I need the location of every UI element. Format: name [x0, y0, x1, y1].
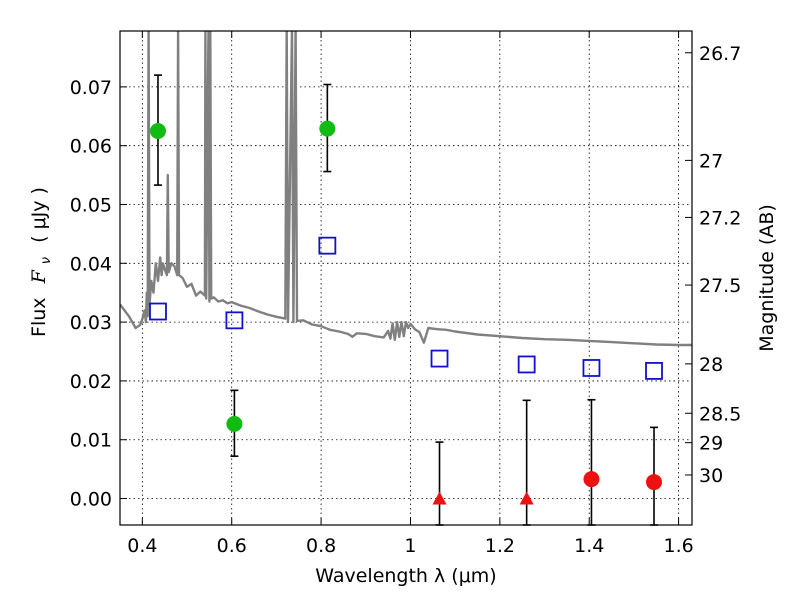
mag-tick-label: 26.7	[699, 43, 741, 65]
y-axis-title: Flux F ν ( μJy )	[28, 187, 55, 337]
right-axis-title: Magnitude (AB)	[756, 204, 778, 352]
x-tick-label: 0.4	[127, 535, 157, 557]
data-point	[319, 120, 336, 137]
data-point	[149, 122, 166, 139]
plot-frame	[119, 30, 693, 526]
upper-limit-point	[519, 491, 534, 505]
x-tick-label: 1	[404, 535, 416, 557]
sed-curve-group	[120, 31, 692, 347]
x-tick-label: 1.6	[663, 535, 693, 557]
model-point	[318, 236, 337, 255]
y-tick-label: 0.02	[70, 371, 112, 393]
model-point	[645, 362, 663, 380]
model-point	[582, 359, 601, 377]
grid	[120, 31, 692, 525]
mag-tick-label: 28	[699, 354, 723, 376]
x-tick-label: 1.4	[574, 535, 604, 557]
mag-tick-label: 27	[699, 150, 723, 172]
mag-tick-label: 30	[699, 465, 723, 487]
data-point	[226, 415, 243, 432]
sed-curve	[120, 31, 692, 347]
marker-group	[149, 120, 663, 505]
tick-group	[120, 31, 692, 525]
x-tick-label: 1.2	[485, 535, 515, 557]
y-axis-title-prefix: Flux	[28, 297, 50, 337]
upper-limit-point	[432, 491, 447, 505]
y-axis-title-unit: ( μJy )	[28, 187, 50, 243]
y-tick-label: 0.06	[70, 136, 112, 158]
model-point	[430, 349, 449, 368]
mag-tick-label: 27.2	[699, 207, 741, 229]
y-axis-title-subscript: ν	[39, 257, 54, 264]
y-tick-label: 0.00	[70, 489, 112, 511]
data-point	[583, 471, 600, 488]
x-tick-label: 0.8	[306, 535, 336, 557]
y-tick-label: 0.04	[70, 253, 112, 275]
y-tick-label: 0.03	[70, 312, 112, 334]
x-axis-title: Wavelength λ (μm)	[315, 565, 496, 587]
mag-tick-label: 28.5	[699, 403, 741, 425]
errorbar-group	[153, 74, 659, 526]
model-point	[149, 302, 167, 321]
y-axis-title-symbol: F	[28, 269, 50, 284]
tick-label-group: 0.4 0.6 0.8 1 1.2 1.4 1.6 0.00 0.01 0.02 0.03 0.04 0…	[70, 43, 742, 557]
y-tick-label: 0.01	[70, 430, 112, 452]
model-point	[225, 311, 244, 330]
mag-tick-label: 27.5	[699, 275, 741, 297]
model-point	[517, 355, 536, 374]
mag-tick-label: 29	[699, 433, 723, 455]
data-point	[646, 474, 663, 491]
y-tick-label: 0.05	[70, 194, 112, 216]
x-tick-label: 0.6	[217, 535, 247, 557]
y-tick-label: 0.07	[70, 77, 112, 99]
